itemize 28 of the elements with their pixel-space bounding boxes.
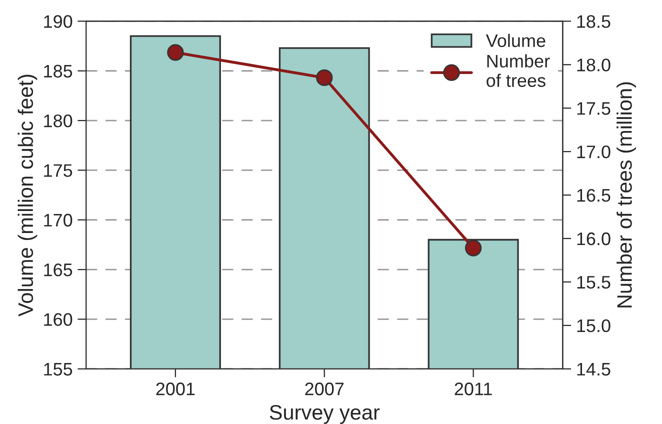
y2-tick-label: 16.0 bbox=[577, 232, 610, 246]
y2-tick-label: 15.0 bbox=[577, 319, 610, 332]
y-tick-label: 190 bbox=[44, 15, 72, 28]
y2-tick-label: 17.0 bbox=[577, 146, 610, 158]
y2-tick-label: 18.5 bbox=[577, 15, 610, 28]
x-tick-label: 2001 bbox=[156, 382, 195, 396]
legend-label: Number of trees bbox=[486, 54, 550, 87]
y-tick-label: 170 bbox=[44, 214, 72, 227]
y2-tick-label: 17.5 bbox=[577, 102, 610, 115]
y2-tick-label: 18.0 bbox=[577, 58, 610, 72]
y-tick-label: 185 bbox=[44, 64, 72, 78]
y2-tick-label: 14.5 bbox=[577, 363, 610, 376]
y-tick-label: 155 bbox=[44, 363, 72, 376]
y2-tick-label: 16.5 bbox=[577, 188, 610, 202]
x-tick-label: 2011 bbox=[454, 382, 492, 396]
point bbox=[464, 240, 482, 256]
x-axis-title: Survey year bbox=[270, 405, 380, 424]
y-tick-label: 160 bbox=[44, 313, 72, 326]
y-tick-label: 165 bbox=[44, 263, 72, 276]
point bbox=[316, 69, 333, 86]
x-tick-label: 2007 bbox=[305, 382, 344, 396]
y2-axis-title: Number of trees (million) bbox=[616, 82, 636, 308]
y-axis-title: Volume (million cubic feet) bbox=[18, 74, 38, 317]
legend-label: Volume bbox=[486, 34, 546, 48]
y2-tick-label: 15.5 bbox=[577, 276, 610, 289]
point bbox=[167, 44, 184, 61]
y-tick-label: 180 bbox=[44, 114, 72, 128]
y-tick-label: 175 bbox=[44, 164, 72, 177]
